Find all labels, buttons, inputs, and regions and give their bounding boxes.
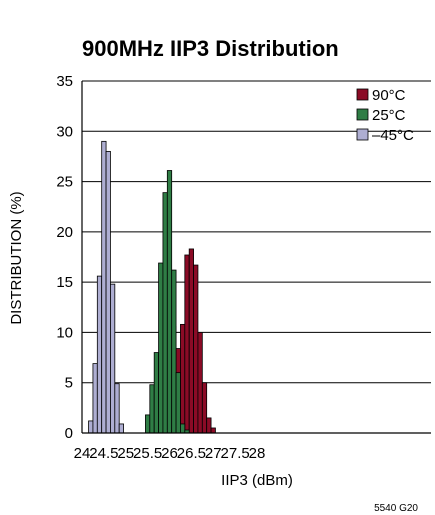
x-axis-label: IIP3 (dBm) [221, 472, 293, 489]
bar-25C-7 [175, 372, 181, 434]
bar-90C-4 [188, 248, 194, 434]
chart-title: 900MHz IIP3 Distribution [82, 36, 339, 61]
bar-90C-8 [206, 417, 212, 434]
y-tick-label: 5 [65, 375, 73, 392]
bar-90C-3 [184, 254, 190, 434]
bar-25C-0 [145, 414, 151, 434]
bar-90C-9 [210, 427, 216, 434]
legend-label: 90°C [372, 87, 406, 104]
y-tick-label: 0 [65, 425, 73, 442]
x-tick-label: 26.5 [177, 445, 206, 462]
y-tick-label: 20 [56, 224, 73, 241]
bar-45C-4 [105, 150, 111, 434]
bar-45C-2 [96, 275, 103, 434]
x-tick-label: 28 [249, 445, 266, 462]
bar-90C-5 [193, 264, 199, 434]
bar-25C-4 [162, 192, 168, 434]
y-tick-label: 30 [56, 123, 73, 140]
bar-25C-5 [166, 170, 173, 434]
y-tick-label: 35 [56, 73, 73, 90]
x-tick-label: 27 [205, 445, 222, 462]
legend-swatch [356, 128, 369, 141]
bar-45C-7 [118, 423, 124, 434]
y-tick-label: 10 [56, 324, 73, 341]
x-tick-label: 24.5 [89, 445, 118, 462]
x-tick-label: 27.5 [221, 445, 250, 462]
x-tick-label: 25 [117, 445, 134, 462]
bar-90C-2 [180, 323, 186, 434]
figure-id: 5540 G20 [374, 503, 418, 514]
legend-swatch [356, 88, 369, 101]
legend-label: –45°C [372, 127, 414, 144]
legend: 90°C 25°C –45°C [356, 87, 414, 144]
bar-90C-7 [201, 382, 208, 434]
x-tick-label: 25.5 [133, 445, 162, 462]
bar-25C-2 [153, 352, 159, 434]
bar-25C-1 [149, 384, 155, 434]
bar-25C-6 [171, 269, 177, 434]
bar-25C-3 [158, 262, 164, 434]
x-tick-label: 26 [161, 445, 178, 462]
x-tick-label: 24 [74, 445, 91, 462]
y-tick-label: 15 [56, 274, 73, 291]
y-tick-label: 25 [56, 174, 73, 191]
axes [81, 81, 431, 434]
bar-45C-6 [114, 383, 120, 434]
bar-90C-6 [197, 332, 203, 434]
y-axis-label: DISTRIBUTION (%) [8, 191, 25, 324]
bar-45C-3 [101, 140, 107, 434]
bar-45C-5 [110, 283, 116, 434]
histogram-bars [88, 140, 216, 434]
bar-45C-1 [92, 363, 98, 434]
legend-swatch [356, 108, 369, 121]
bar-25C-8 [180, 423, 186, 434]
bar-45C-0 [88, 420, 94, 434]
legend-label: 25°C [372, 107, 406, 124]
grid-lines [82, 80, 431, 384]
